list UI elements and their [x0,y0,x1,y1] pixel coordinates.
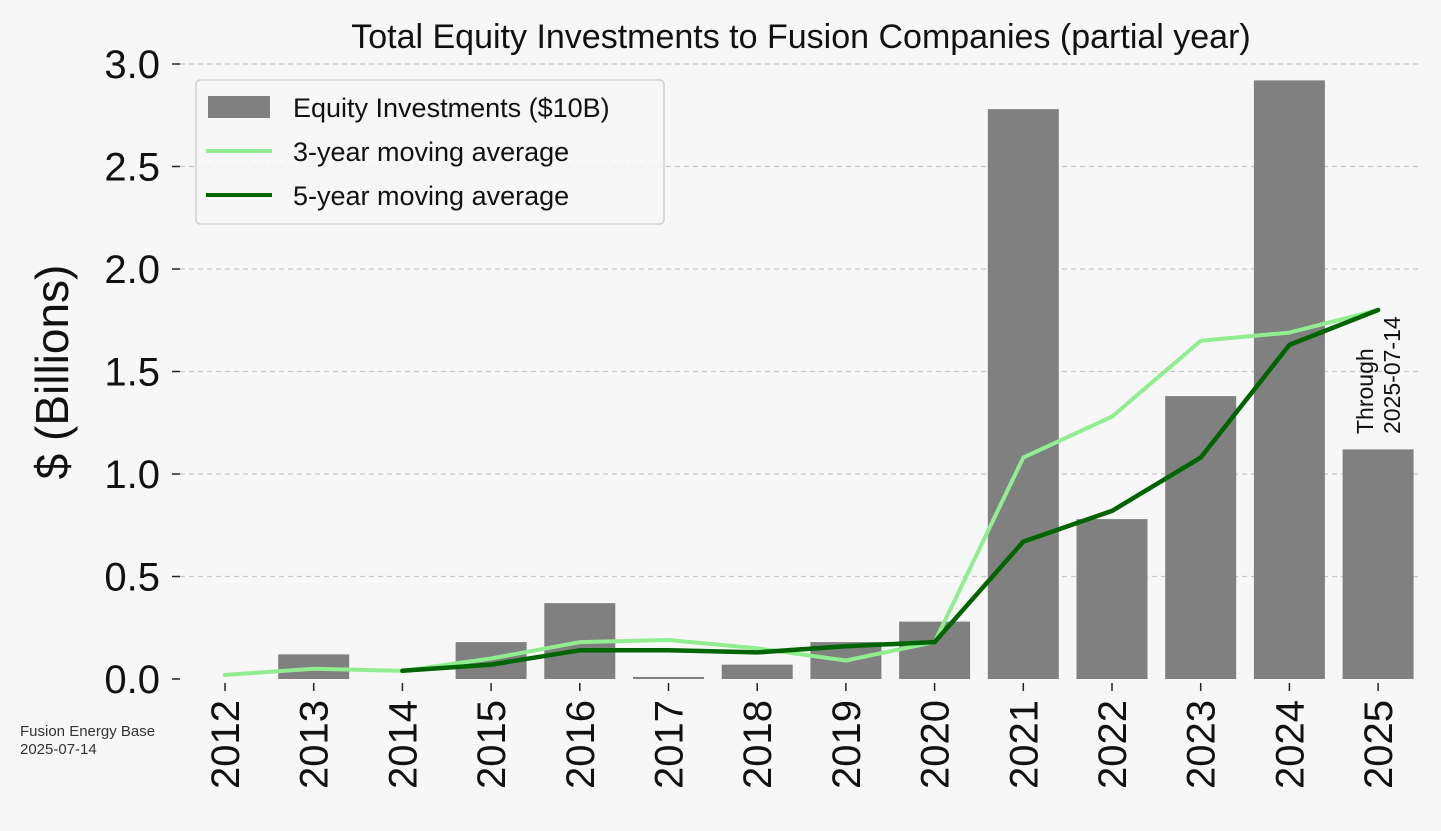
legend-label-equity: Equity Investments ($10B) [293,93,610,123]
annotation-line2: 2025-07-14 [1379,316,1405,434]
x-tick-label: 2022 [1091,700,1135,789]
bar-series [278,80,1414,680]
x-tick-label: 2018 [736,700,780,789]
x-axis: 2012 2013 2014 2015 2016 2017 2018 2019 2020 2021… [204,683,1401,789]
y-axis: 0.0 0.5 1.0 1.5 2.0 2.5 3.0 [104,43,180,702]
x-tick-label: 2019 [825,700,869,789]
y-tick-label: 2.0 [104,248,160,292]
y-axis-label: $ (Billions) [26,265,78,480]
footer-source: Fusion Energy Base [20,723,155,740]
chart-title: Total Equity Investments to Fusion Compa… [351,18,1251,56]
x-tick-label: 2023 [1180,700,1224,789]
x-tick-label: 2012 [204,700,248,789]
line-series [223,307,1381,677]
annotation-line1: Through [1352,348,1378,434]
y-tick-label: 1.0 [104,453,160,497]
x-tick-label: 2021 [1002,700,1046,789]
bar-2022 [1076,519,1148,679]
legend: Equity Investments ($10B) 3-year moving … [195,79,665,225]
legend-label-3yr: 3-year moving average [293,137,569,167]
x-tick-label: 2013 [293,700,337,789]
line-5-year-moving-average [400,307,1381,674]
y-tick-label: 1.5 [104,351,160,395]
y-tick-label: 3.0 [104,43,160,87]
y-tick-label: 2.5 [104,146,160,190]
bar-2024 [1253,80,1325,679]
legend-box [195,79,665,225]
bar-2020 [899,621,971,679]
footer-date: 2025-07-14 [20,741,97,758]
x-tick-label: 2024 [1268,700,1312,789]
bar-2025 [1342,449,1414,679]
bar-2021 [987,109,1059,680]
bar-2018 [721,664,793,679]
legend-swatch-bar [208,96,270,118]
bar-2013 [278,654,350,679]
x-tick-label: 2016 [559,700,603,789]
x-tick-label: 2025 [1357,700,1401,789]
bar-2023 [1165,396,1237,679]
y-tick-label: 0.0 [104,658,160,702]
y-tick-label: 0.5 [104,556,160,600]
x-tick-label: 2015 [470,700,514,789]
x-tick-label: 2017 [648,700,692,789]
through-date-annotation: Through 2025-07-14 [1352,316,1405,434]
bar-2017 [633,676,704,679]
x-tick-label: 2014 [381,700,425,789]
legend-label-5yr: 5-year moving average [293,181,569,211]
x-tick-label: 2020 [914,700,958,789]
